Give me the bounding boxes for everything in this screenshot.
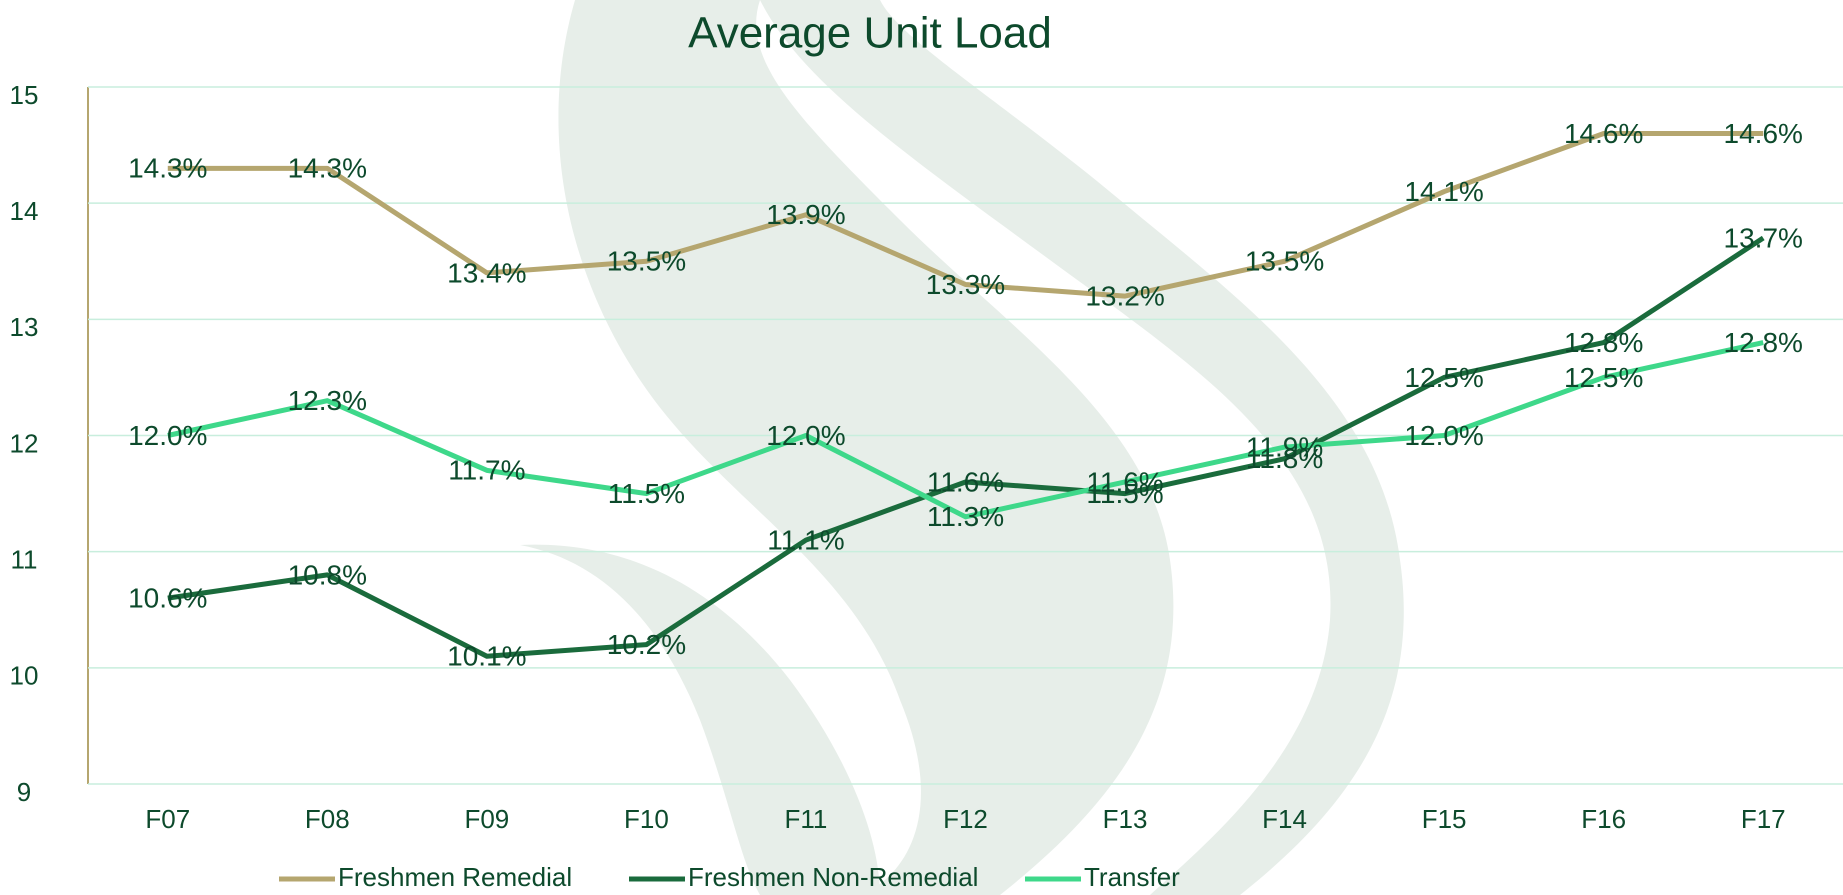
- x-tick-label: F10: [624, 804, 669, 834]
- data-label: 11.3%: [927, 501, 1004, 532]
- y-tick-label: 12: [10, 428, 39, 458]
- data-label: 12.0%: [128, 420, 207, 451]
- data-label: 10.2%: [607, 629, 686, 660]
- y-tick-label: 14: [10, 196, 39, 226]
- data-label: 14.3%: [128, 153, 207, 184]
- data-label: 14.6%: [1724, 118, 1803, 149]
- chart-title: Average Unit Load: [688, 9, 1052, 58]
- data-label: 12.5%: [1404, 362, 1483, 393]
- data-label: 12.8%: [1724, 327, 1803, 358]
- legend-label: Freshmen Remedial: [338, 862, 572, 892]
- data-label: 11.7%: [448, 455, 525, 486]
- data-label: 11.6%: [1086, 466, 1163, 497]
- series-line: [167, 235, 1765, 659]
- data-label: 14.3%: [288, 153, 367, 184]
- data-label: 13.3%: [926, 269, 1005, 300]
- data-label: 11.8%: [1246, 443, 1323, 474]
- data-label: 13.7%: [1724, 222, 1803, 253]
- data-label: 10.8%: [288, 559, 367, 590]
- legend-label: Freshmen Non-Remedial: [688, 862, 978, 892]
- data-label: 13.4%: [447, 257, 526, 288]
- data-label: 14.1%: [1404, 176, 1483, 207]
- data-label: 12.0%: [766, 420, 845, 451]
- x-tick-label: F09: [464, 804, 509, 834]
- x-tick-label: F11: [785, 804, 828, 834]
- data-label: 12.5%: [1564, 362, 1643, 393]
- data-label: 13.2%: [1085, 280, 1164, 311]
- x-tick-label: F16: [1581, 804, 1626, 834]
- data-label: 12.8%: [1564, 327, 1643, 358]
- data-label: 13.5%: [607, 246, 686, 277]
- x-tick-label: F14: [1262, 804, 1307, 834]
- data-label: 11.5%: [608, 478, 685, 509]
- y-tick-label: 11: [11, 545, 38, 575]
- data-label: 13.5%: [1245, 246, 1324, 277]
- x-tick-label: F07: [145, 804, 190, 834]
- x-tick-label: F17: [1741, 804, 1786, 834]
- x-tick-label: F12: [943, 804, 988, 834]
- y-tick-label: 9: [17, 777, 31, 807]
- data-label: 12.3%: [288, 385, 367, 416]
- legend-label: Transfer: [1084, 862, 1180, 892]
- data-label: 12.0%: [1404, 420, 1483, 451]
- data-label: 11.9%: [1246, 432, 1323, 463]
- series-line: [167, 340, 1764, 520]
- x-tick-label: F15: [1422, 804, 1467, 834]
- data-label: 10.1%: [447, 641, 526, 672]
- data-label: 14.6%: [1564, 118, 1643, 149]
- series-line: [167, 130, 1764, 299]
- y-tick-label: 15: [10, 80, 39, 110]
- data-label: 11.5%: [1086, 478, 1163, 509]
- y-tick-label: 10: [10, 661, 39, 691]
- x-tick-label: F13: [1103, 804, 1148, 834]
- y-tick-label: 13: [10, 312, 39, 342]
- x-tick-label: F08: [305, 804, 350, 834]
- data-label: 10.6%: [128, 583, 207, 614]
- data-label: 11.6%: [927, 466, 1004, 497]
- data-label: 13.9%: [766, 199, 845, 230]
- data-label: 11.1%: [767, 524, 844, 555]
